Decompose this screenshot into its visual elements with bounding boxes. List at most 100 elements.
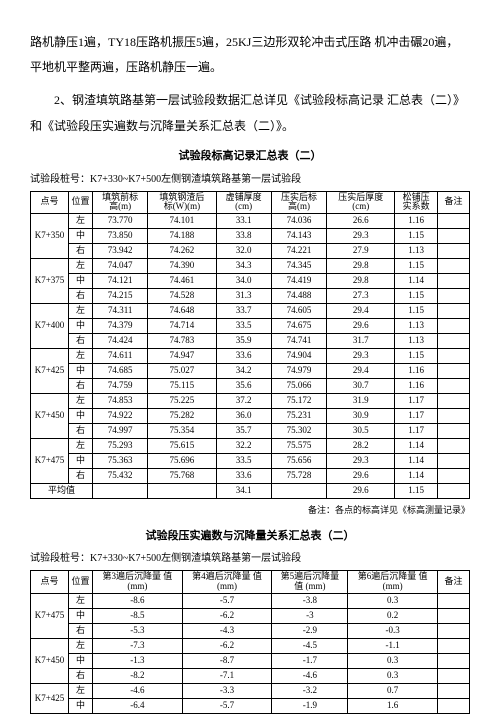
table-cell bbox=[438, 214, 470, 229]
table-cell: 74.221 bbox=[271, 244, 326, 259]
table-cell: 73.942 bbox=[93, 244, 148, 259]
table-cell-point: K7+475 bbox=[31, 594, 69, 639]
avg-cell bbox=[148, 484, 216, 499]
table-cell: 35.6 bbox=[216, 379, 271, 394]
table-cell: 33.8 bbox=[216, 229, 271, 244]
table-cell bbox=[438, 229, 470, 244]
table-cell: 1.13 bbox=[395, 319, 438, 334]
table-cell: 30.9 bbox=[327, 409, 395, 424]
table-cell: 74.904 bbox=[271, 349, 326, 364]
table-cell: 74.215 bbox=[93, 289, 148, 304]
table-cell: 左 bbox=[69, 304, 93, 319]
table-cell: 32.2 bbox=[216, 439, 271, 454]
table-cell bbox=[438, 349, 470, 364]
avg-label: 平均值 bbox=[31, 484, 93, 499]
table-cell: 75.354 bbox=[148, 424, 216, 439]
table-cell: -4.6 bbox=[272, 669, 348, 684]
table-cell: 75.615 bbox=[148, 439, 216, 454]
table-cell: 74.979 bbox=[271, 364, 326, 379]
table-cell bbox=[438, 319, 470, 334]
avg-cell bbox=[93, 484, 148, 499]
table-cell: 29.6 bbox=[327, 469, 395, 484]
table-cell: 1.14 bbox=[395, 439, 438, 454]
table-cell: 74.311 bbox=[93, 304, 148, 319]
table-cell-point: K7+475 bbox=[31, 439, 69, 484]
table-cell: 0.3 bbox=[348, 669, 438, 684]
table2-header: 第6遍后沉降量 值(mm) bbox=[348, 571, 438, 594]
table-cell: 75.115 bbox=[148, 379, 216, 394]
table-cell: 左 bbox=[69, 594, 93, 609]
table-cell: -1.7 bbox=[272, 654, 348, 669]
table-cell: -3 bbox=[272, 609, 348, 624]
table-cell: 1.15 bbox=[395, 349, 438, 364]
table-cell: 74.611 bbox=[93, 349, 148, 364]
table-cell: 75.768 bbox=[148, 469, 216, 484]
table-cell: 75.066 bbox=[271, 379, 326, 394]
table-cell bbox=[438, 394, 470, 409]
table-cell bbox=[438, 669, 470, 684]
table2-header: 第3遍后沉降量 值(mm) bbox=[93, 571, 183, 594]
table-cell: 33.5 bbox=[216, 454, 271, 469]
table-cell: 73.770 bbox=[93, 214, 148, 229]
table2-caption: 试验段桩号：K7+330~K7+500左侧钢渣填筑路基第一层试验段 bbox=[30, 550, 470, 568]
table-cell: 中 bbox=[69, 409, 93, 424]
table-cell: 34.0 bbox=[216, 274, 271, 289]
table-cell: 左 bbox=[69, 684, 93, 699]
table-cell: 34.3 bbox=[216, 259, 271, 274]
table-cell bbox=[438, 244, 470, 259]
table-cell: 75.282 bbox=[148, 409, 216, 424]
table-cell: 30.7 bbox=[327, 379, 395, 394]
table-cell: 74.675 bbox=[271, 319, 326, 334]
table-cell: -3.3 bbox=[182, 684, 272, 699]
table-cell: 74.262 bbox=[148, 244, 216, 259]
table-cell: 30.5 bbox=[327, 424, 395, 439]
table-cell: 74.143 bbox=[271, 229, 326, 244]
table-cell: 29.4 bbox=[327, 304, 395, 319]
table-cell: 74.741 bbox=[271, 334, 326, 349]
table-cell: 1.16 bbox=[395, 379, 438, 394]
table-cell: 1.15 bbox=[395, 304, 438, 319]
table-cell: -8.6 bbox=[93, 594, 183, 609]
table-cell: 74.121 bbox=[93, 274, 148, 289]
table-cell: 左 bbox=[69, 439, 93, 454]
table-cell-point: K7+425 bbox=[31, 684, 69, 714]
table-cell: 31.9 bbox=[327, 394, 395, 409]
table-cell: 29.8 bbox=[327, 274, 395, 289]
table-cell: 左 bbox=[69, 394, 93, 409]
table-cell: 1.14 bbox=[395, 454, 438, 469]
table-cell: 74.853 bbox=[93, 394, 148, 409]
table-cell: 74.648 bbox=[148, 304, 216, 319]
table-cell: 75.656 bbox=[271, 454, 326, 469]
table-cell: 29.8 bbox=[327, 259, 395, 274]
table-cell: 右 bbox=[69, 379, 93, 394]
table-cell: 74.390 bbox=[148, 259, 216, 274]
table-cell: 29.4 bbox=[327, 364, 395, 379]
table-cell: 74.714 bbox=[148, 319, 216, 334]
table-cell: 26.6 bbox=[327, 214, 395, 229]
table-cell: 74.488 bbox=[271, 289, 326, 304]
table-cell-point: K7+400 bbox=[31, 304, 69, 349]
table-cell: -5.7 bbox=[182, 699, 272, 714]
table-cell: -4.5 bbox=[272, 639, 348, 654]
table-cell bbox=[438, 654, 470, 669]
table-cell bbox=[438, 609, 470, 624]
table-cell: 中 bbox=[69, 364, 93, 379]
table-cell: -6.2 bbox=[182, 639, 272, 654]
table1-header: 备注 bbox=[438, 191, 470, 214]
table-cell: 右 bbox=[69, 669, 93, 684]
table-cell: 74.685 bbox=[93, 364, 148, 379]
table-cell: -7.3 bbox=[93, 639, 183, 654]
table-cell: 34.2 bbox=[216, 364, 271, 379]
table-cell: 中 bbox=[69, 609, 93, 624]
table-cell: -6.4 bbox=[93, 699, 183, 714]
table-cell: 35.9 bbox=[216, 334, 271, 349]
table-cell: 右 bbox=[69, 334, 93, 349]
table-cell: 75.293 bbox=[93, 439, 148, 454]
table-cell: 中 bbox=[69, 454, 93, 469]
table-cell: 33.7 bbox=[216, 304, 271, 319]
table-cell: 1.13 bbox=[395, 334, 438, 349]
table-cell: 31.3 bbox=[216, 289, 271, 304]
table-cell: 74.345 bbox=[271, 259, 326, 274]
table-cell: 28.2 bbox=[327, 439, 395, 454]
table2-header: 第5遍后沉降量值 (mm) bbox=[272, 571, 348, 594]
